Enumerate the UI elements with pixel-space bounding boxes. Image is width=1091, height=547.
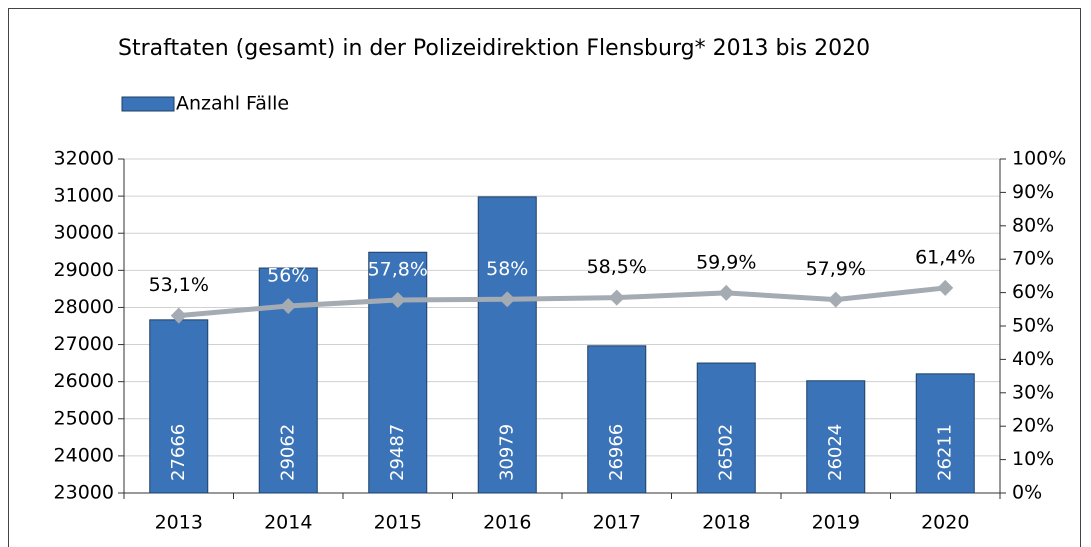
line-marker	[499, 291, 516, 308]
line-marker	[170, 307, 187, 324]
x-tick-label: 2013	[155, 512, 203, 534]
y-tick-label: 30000	[54, 222, 114, 244]
bar-value-label: 29487	[387, 424, 408, 481]
y2-tick-label: 100%	[1012, 148, 1066, 170]
bar-value-label: 26211	[934, 424, 955, 481]
y2-tick-label: 90%	[1012, 181, 1054, 203]
x-tick-label: 2019	[812, 512, 860, 534]
line-marker	[827, 291, 844, 308]
y-tick-label: 31000	[54, 185, 114, 207]
line-value-label: 56%	[267, 264, 309, 286]
bar	[149, 319, 209, 494]
line-marker	[718, 284, 735, 301]
legend-label: Anzahl Fälle	[176, 93, 289, 115]
x-tick-label: 2016	[483, 512, 531, 534]
bar	[806, 380, 866, 494]
legend-swatch	[121, 96, 175, 112]
y-tick-label: 32000	[54, 148, 114, 170]
y-tick-label: 28000	[54, 296, 114, 318]
line-value-label: 57,8%	[368, 258, 428, 280]
bar-value-label: 26024	[825, 424, 846, 481]
line	[178, 285, 946, 319]
y2-tick-label: 80%	[1012, 214, 1054, 236]
bar-value-label: 27666	[168, 424, 189, 481]
bar-value-label: 29062	[277, 424, 298, 481]
line-value-label: 57,9%	[806, 258, 866, 280]
line-value-label: 58%	[486, 258, 528, 280]
x-tick-label: 2018	[702, 512, 750, 534]
bar	[587, 345, 647, 494]
bar-value-label: 30979	[496, 424, 517, 481]
chart-title: Straftaten (gesamt) in der Polizeidirekt…	[118, 36, 870, 61]
y2-tick-label: 60%	[1012, 281, 1054, 303]
line-value-label: 61,4%	[915, 246, 975, 268]
x-tick-label: 2014	[264, 512, 312, 534]
y-tick-label: 26000	[54, 370, 114, 392]
x-tick-label: 2020	[921, 512, 969, 534]
line-marker	[280, 297, 297, 314]
bar	[915, 373, 975, 494]
y-tick-label: 25000	[54, 407, 114, 429]
y-tick-label: 24000	[54, 444, 114, 466]
bar	[696, 362, 756, 494]
line-marker	[608, 289, 625, 306]
y2-tick-label: 20%	[1012, 415, 1054, 437]
bar-value-label: 26966	[606, 424, 627, 481]
line-value-label: 53,1%	[149, 274, 209, 296]
y2-tick-label: 10%	[1012, 448, 1054, 470]
line-marker	[937, 279, 954, 296]
line-value-label: 58,5%	[587, 256, 647, 278]
y2-tick-label: 30%	[1012, 381, 1054, 403]
line-value-label: 59,9%	[696, 251, 756, 273]
y2-tick-label: 50%	[1012, 315, 1054, 337]
y2-tick-label: 70%	[1012, 248, 1054, 270]
y2-tick-label: 0%	[1012, 482, 1042, 504]
y2-tick-label: 40%	[1012, 348, 1054, 370]
y-tick-label: 29000	[54, 259, 114, 281]
line-marker	[389, 291, 406, 308]
y-tick-label: 27000	[54, 333, 114, 355]
x-tick-label: 2015	[374, 512, 422, 534]
y-tick-label: 23000	[54, 482, 114, 504]
bar	[477, 196, 537, 494]
bar-value-label: 26502	[715, 424, 736, 481]
x-tick-label: 2017	[593, 512, 641, 534]
